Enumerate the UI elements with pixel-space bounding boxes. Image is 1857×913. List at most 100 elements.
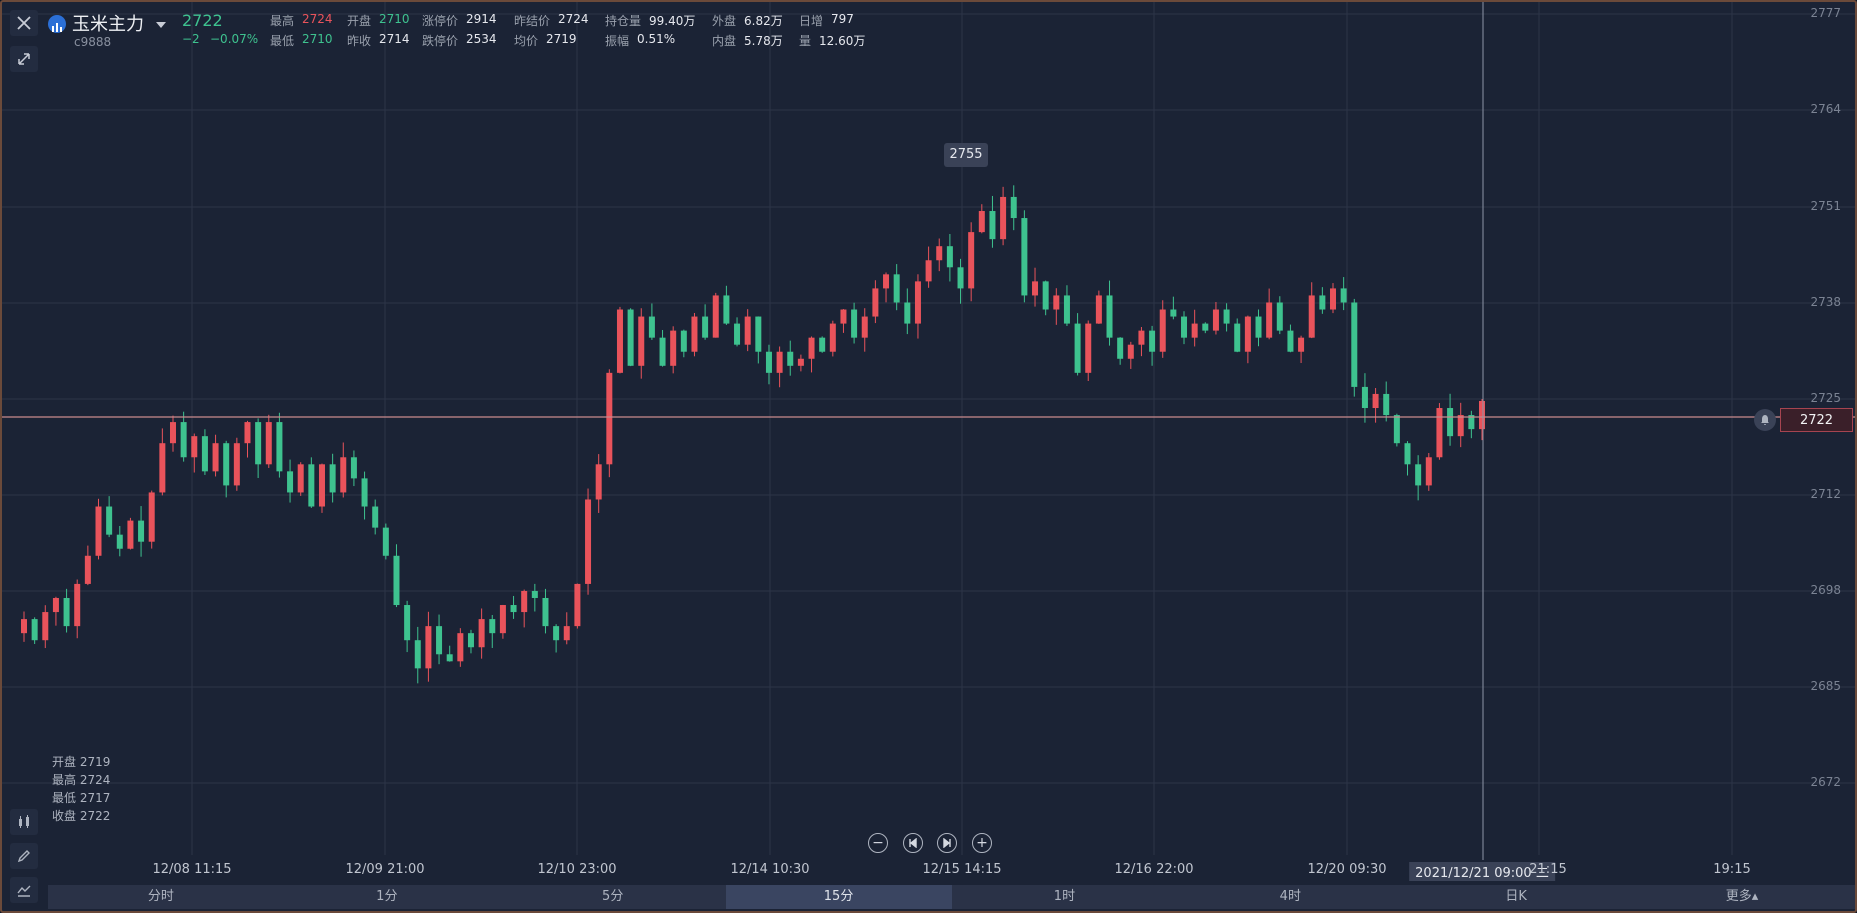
candle[interactable] xyxy=(723,285,730,325)
candle[interactable] xyxy=(936,238,943,272)
tab-6[interactable]: 日K xyxy=(1505,889,1527,904)
candle[interactable] xyxy=(1351,298,1358,397)
candle[interactable] xyxy=(265,414,272,468)
candle[interactable] xyxy=(21,611,27,642)
candle-tool-button[interactable] xyxy=(10,809,38,835)
candle[interactable] xyxy=(42,605,49,649)
candle[interactable] xyxy=(467,629,474,654)
candle[interactable] xyxy=(914,274,921,339)
candle[interactable] xyxy=(702,304,709,340)
candle[interactable] xyxy=(1479,398,1485,441)
candle[interactable] xyxy=(478,608,485,659)
candle[interactable] xyxy=(361,471,368,520)
candle[interactable] xyxy=(372,499,379,535)
candle[interactable] xyxy=(340,442,347,498)
candle[interactable] xyxy=(1340,277,1347,311)
candle[interactable] xyxy=(585,488,592,595)
candle[interactable] xyxy=(446,645,453,662)
candle[interactable] xyxy=(425,611,432,682)
candle[interactable] xyxy=(1095,290,1102,324)
candle[interactable] xyxy=(1244,315,1251,364)
candle[interactable] xyxy=(819,336,826,353)
candle[interactable] xyxy=(595,454,602,513)
candle[interactable] xyxy=(670,326,677,374)
candle[interactable] xyxy=(1074,313,1081,376)
tab-7[interactable]: 更多▴ xyxy=(1725,889,1759,904)
next-button[interactable] xyxy=(937,833,957,853)
candle[interactable] xyxy=(691,312,698,357)
candle[interactable] xyxy=(840,309,847,333)
candle[interactable] xyxy=(255,418,262,478)
candle[interactable] xyxy=(201,429,208,475)
candle[interactable] xyxy=(1393,413,1400,447)
candle[interactable] xyxy=(1234,318,1241,353)
symbol-name[interactable]: 玉米主力 xyxy=(72,14,144,35)
candle[interactable] xyxy=(212,434,219,477)
candle[interactable] xyxy=(1106,280,1113,346)
candle[interactable] xyxy=(755,316,762,364)
zoom-out-button[interactable]: − xyxy=(868,833,888,853)
candle[interactable] xyxy=(542,588,549,634)
candle[interactable] xyxy=(1117,337,1124,365)
candle[interactable] xyxy=(627,308,634,367)
candle[interactable] xyxy=(616,306,623,374)
candle[interactable] xyxy=(1298,335,1305,364)
candle[interactable] xyxy=(851,302,858,344)
candle[interactable] xyxy=(531,583,538,612)
candle[interactable] xyxy=(1159,300,1166,358)
candle[interactable] xyxy=(436,614,443,665)
candle[interactable] xyxy=(1181,311,1188,345)
candle[interactable] xyxy=(638,308,645,379)
price-alert-button[interactable] xyxy=(1754,409,1776,431)
tab-5[interactable]: 4时 xyxy=(1279,889,1301,904)
candle[interactable] xyxy=(712,292,719,338)
candle[interactable] xyxy=(1170,296,1177,320)
candle[interactable] xyxy=(1266,288,1273,340)
candle[interactable] xyxy=(1415,455,1422,501)
candle[interactable] xyxy=(276,412,283,478)
candle[interactable] xyxy=(680,329,687,358)
candle[interactable] xyxy=(1000,186,1007,246)
tab-2[interactable]: 5分 xyxy=(602,889,624,904)
candle[interactable] xyxy=(1149,325,1156,366)
candle[interactable] xyxy=(1287,324,1294,353)
candle[interactable] xyxy=(1457,402,1464,448)
candle[interactable] xyxy=(574,583,581,629)
candle[interactable] xyxy=(904,288,911,335)
candle[interactable] xyxy=(1085,320,1092,382)
caret-down-icon[interactable] xyxy=(156,17,166,31)
candle[interactable] xyxy=(169,415,176,452)
candle[interactable] xyxy=(1191,309,1198,347)
candle[interactable] xyxy=(957,258,964,304)
candle[interactable] xyxy=(1447,393,1454,446)
shrink-button[interactable] xyxy=(10,46,38,72)
candle[interactable] xyxy=(872,280,879,324)
tab-0[interactable]: 分时 xyxy=(147,889,174,904)
candle[interactable] xyxy=(95,498,102,560)
candle[interactable] xyxy=(350,450,357,487)
candle[interactable] xyxy=(457,628,464,667)
candle[interactable] xyxy=(52,596,59,626)
candle[interactable] xyxy=(553,624,560,653)
candle[interactable] xyxy=(499,604,506,639)
candle[interactable] xyxy=(1468,410,1475,439)
candle[interactable] xyxy=(797,354,804,372)
candle[interactable] xyxy=(659,330,666,367)
candle[interactable] xyxy=(968,222,975,302)
candle[interactable] xyxy=(606,369,613,478)
candle[interactable] xyxy=(776,346,783,388)
candle[interactable] xyxy=(318,463,325,513)
candle[interactable] xyxy=(393,544,400,608)
candle[interactable] xyxy=(1308,282,1315,339)
candle[interactable] xyxy=(148,490,155,549)
candle[interactable] xyxy=(1425,452,1432,491)
candle[interactable] xyxy=(1436,403,1443,460)
candle[interactable] xyxy=(297,462,304,496)
candle[interactable] xyxy=(1032,267,1039,307)
candle[interactable] xyxy=(989,195,996,248)
candle[interactable] xyxy=(978,204,985,234)
candle[interactable] xyxy=(329,453,336,503)
candle[interactable] xyxy=(521,589,528,628)
candle[interactable] xyxy=(829,320,836,357)
close-button[interactable] xyxy=(10,10,38,36)
